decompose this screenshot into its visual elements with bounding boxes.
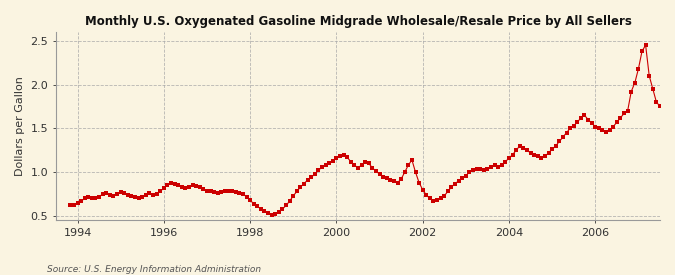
Text: Source: U.S. Energy Information Administration: Source: U.S. Energy Information Administ… [47,265,261,274]
Title: Monthly U.S. Oxygenated Gasoline Midgrade Wholesale/Resale Price by All Sellers: Monthly U.S. Oxygenated Gasoline Midgrad… [84,15,631,28]
Y-axis label: Dollars per Gallon: Dollars per Gallon [15,76,25,176]
